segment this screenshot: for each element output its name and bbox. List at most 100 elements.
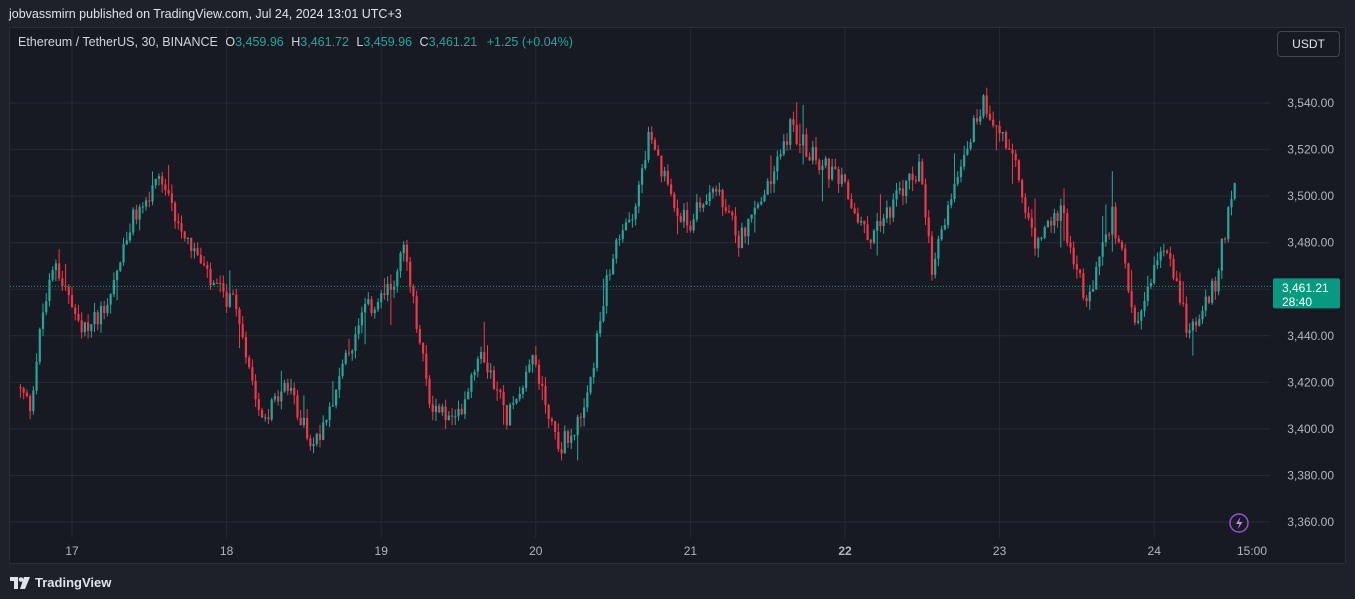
candle (1056, 210, 1059, 228)
candle-body (1233, 183, 1236, 199)
candle (563, 425, 566, 454)
chart-panel[interactable] (9, 27, 1346, 564)
candle (608, 269, 611, 281)
candle (1211, 278, 1214, 305)
candle (1108, 232, 1111, 240)
candle (840, 167, 843, 187)
candle (225, 284, 228, 314)
candle (277, 390, 280, 406)
candle-body (689, 225, 692, 231)
candle (270, 397, 273, 422)
candle (686, 202, 689, 233)
candle (592, 362, 595, 384)
candle (853, 202, 856, 215)
candle (1050, 216, 1053, 233)
candle-body (32, 390, 35, 412)
candle-body (267, 417, 270, 420)
candle (396, 268, 399, 293)
candle (602, 278, 605, 323)
candle (399, 251, 402, 278)
candle (1075, 255, 1078, 279)
candle-body (428, 378, 431, 405)
candle-body (927, 217, 930, 237)
candle-body (144, 200, 148, 207)
candle (1159, 246, 1162, 269)
lightning-icon[interactable] (1229, 513, 1249, 533)
x-tick-label: 17 (65, 544, 79, 558)
candle (663, 166, 666, 182)
candle-body (209, 268, 212, 286)
candle-body (753, 207, 756, 215)
candle-body (383, 293, 386, 296)
candle (186, 237, 190, 245)
candle (322, 415, 325, 441)
candle-body (863, 221, 866, 225)
candle (202, 255, 206, 267)
candle-body (992, 119, 995, 126)
candle (1046, 219, 1050, 228)
candle (876, 212, 879, 256)
candle (421, 342, 425, 362)
candle-body (25, 392, 29, 396)
candle-body (695, 202, 698, 220)
currency-button[interactable]: USDT (1277, 31, 1340, 57)
candle-body (715, 188, 718, 192)
candle (666, 164, 669, 187)
candle (438, 403, 441, 414)
candle (45, 292, 48, 316)
candle (212, 280, 215, 286)
candle-body (744, 227, 747, 237)
candle (1153, 256, 1156, 285)
candle (698, 197, 702, 213)
candle-body (399, 253, 402, 272)
candle-body (914, 179, 917, 182)
candle-body (380, 293, 383, 303)
y-tick-label: 3,480.00 (1287, 236, 1334, 250)
candle-body (112, 280, 115, 295)
candle (1111, 171, 1114, 252)
candle (1140, 308, 1143, 330)
candle-body (283, 383, 286, 392)
candle-body (1136, 320, 1140, 323)
candle-body (302, 417, 305, 425)
candle (312, 437, 315, 454)
candle (241, 316, 244, 340)
candle (998, 120, 1001, 142)
candle-body (344, 352, 347, 364)
candle (628, 212, 631, 223)
candle (32, 386, 35, 415)
candle-body (934, 258, 937, 275)
candle (992, 111, 995, 128)
candle-body (457, 408, 460, 417)
candle-body (164, 184, 167, 191)
candle (827, 158, 830, 188)
candle-body (1182, 302, 1185, 304)
candle-body (512, 403, 515, 405)
candle-body (924, 184, 927, 218)
candle-body (1088, 291, 1091, 302)
candle-body (760, 201, 763, 205)
candle (415, 290, 418, 333)
candle (531, 354, 534, 373)
candle (1133, 304, 1136, 326)
candle-body (70, 295, 74, 308)
candle (1095, 261, 1098, 291)
candle (280, 370, 283, 410)
candle-body (537, 364, 541, 384)
candle (821, 159, 824, 202)
candle (1101, 216, 1104, 266)
candle-body (35, 361, 38, 391)
candle-body (322, 422, 325, 440)
candle (972, 115, 975, 143)
candle-body (476, 358, 479, 372)
candle-body (982, 95, 985, 117)
candle-body (186, 237, 190, 239)
symbol-name[interactable]: Ethereum / TetherUS, 30, BINANCE (18, 35, 218, 49)
candle-body (1108, 234, 1111, 236)
tradingview-brand[interactable]: TradingView (10, 575, 111, 590)
candle (570, 428, 573, 450)
candle (612, 253, 615, 275)
candle (824, 156, 827, 169)
candle-body (1056, 213, 1059, 221)
